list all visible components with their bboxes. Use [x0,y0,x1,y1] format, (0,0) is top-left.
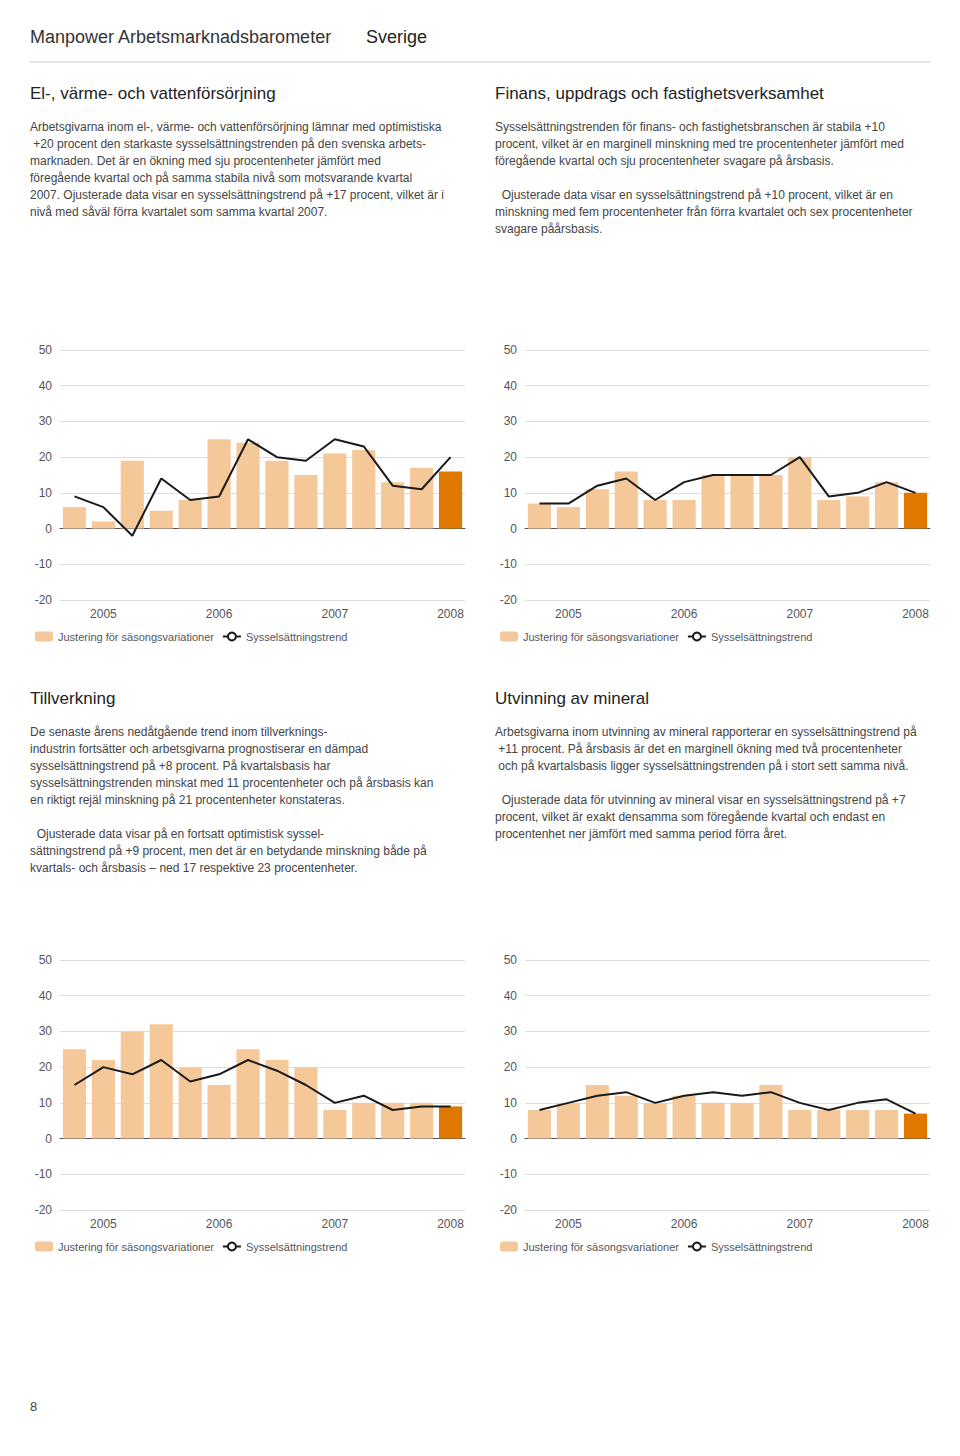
svg-text:2007. Ojusterade data visar en: 2007. Ojusterade data visar en sysselsät… [30,188,447,202]
svg-text:kvartals- och årsbasis – ned 1: kvartals- och årsbasis – ned 17 respekti… [30,861,358,875]
svg-text:procent, vilket är exakt densa: procent, vilket är exakt densamma som fö… [495,810,889,824]
svg-text:2006: 2006 [671,1217,698,1231]
svg-text:0: 0 [45,1132,52,1146]
svg-text:50: 50 [504,953,518,967]
svg-text:20: 20 [504,1060,518,1074]
svg-text:40: 40 [504,379,518,393]
svg-text:Tillverkning: Tillverkning [30,689,115,708]
svg-text:-20: -20 [35,1203,53,1217]
svg-text:föregående kvartal och på samm: föregående kvartal och på samma stabila … [30,171,416,185]
svg-text:20: 20 [39,1060,53,1074]
svg-text:Sysselsättningstrenden för fin: Sysselsättningstrenden för finans- och f… [495,120,888,134]
svg-text:Ojusterade data visar på en fo: Ojusterade data visar på en fortsatt opt… [30,827,324,841]
svg-text:-10: -10 [500,557,518,571]
svg-text:marknaden. Det är en ökning me: marknaden. Det är en ökning med sju proc… [30,154,384,168]
svg-text:0: 0 [45,522,52,536]
svg-text:Utvinning av mineral: Utvinning av mineral [495,689,649,708]
svg-text:50: 50 [39,953,53,967]
svg-text:30: 30 [39,414,53,428]
svg-text:2006: 2006 [671,607,698,621]
svg-text:Sysselsättningstrend: Sysselsättningstrend [711,631,813,643]
svg-text:Arbetsgivarna inom utvinning a: Arbetsgivarna inom utvinning av mineral … [495,725,917,739]
svg-text:40: 40 [39,989,53,1003]
svg-text:2005: 2005 [90,607,117,621]
svg-text:Ojusterade data visar en sysse: Ojusterade data visar en sysselsättnings… [495,188,896,202]
svg-text:procent, vilket är en marginel: procent, vilket är en marginell minsknin… [495,137,907,151]
svg-text:2007: 2007 [786,1217,813,1231]
svg-text:0: 0 [510,1132,517,1146]
svg-text:El-, värme- och vattenförsörjn: El-, värme- och vattenförsörjning [30,84,276,103]
svg-text:en riktigt rejäl minskning på: en riktigt rejäl minskning på 21 procent… [30,793,345,807]
svg-text:Sysselsättningstrend: Sysselsättningstrend [246,1241,348,1253]
svg-text:Justering för säsongsvariation: Justering för säsongsvariationer [523,1241,679,1253]
svg-text:nivå med såväl förra kvartalet: nivå med såväl förra kvartalet som samma… [30,205,327,219]
svg-text:30: 30 [39,1024,53,1038]
svg-text:2005: 2005 [90,1217,117,1231]
svg-text:-10: -10 [500,1167,518,1181]
svg-text:Justering för säsongsvariation: Justering för säsongsvariationer [523,631,679,643]
svg-text:2008: 2008 [902,607,929,621]
svg-text:-20: -20 [500,593,518,607]
svg-text:50: 50 [504,343,518,357]
svg-text:Justering för säsongsvariation: Justering för säsongsvariationer [58,631,214,643]
svg-text:20: 20 [39,450,53,464]
svg-text:-20: -20 [35,593,53,607]
svg-text:+11 procent. På årsbasis är de: +11 procent. På årsbasis är det en margi… [495,742,902,756]
svg-text:industrin fortsätter och arbet: industrin fortsätter och arbetsgivarna p… [30,742,372,756]
svg-text:minskning med fem procentenhet: minskning med fem procentenheter från fö… [495,205,916,219]
svg-text:svagare påårsbasis.: svagare påårsbasis. [495,222,602,236]
svg-text:Ojusterade data för utvinning: Ojusterade data för utvinning av mineral… [495,793,909,807]
svg-text:2008: 2008 [437,1217,464,1231]
svg-text:sysselsättningstrend på +8 pro: sysselsättningstrend på +8 procent. På k… [30,759,334,773]
svg-text:2005: 2005 [555,607,582,621]
svg-text:De senaste årens nedåtgående t: De senaste årens nedåtgående trend inom … [30,725,328,739]
svg-text:Sysselsättningstrend: Sysselsättningstrend [711,1241,813,1253]
svg-text:-10: -10 [35,1167,53,1181]
svg-text:sysselsättningstrenden minskat: sysselsättningstrenden minskat med 11 pr… [30,776,437,790]
svg-text:40: 40 [504,989,518,1003]
svg-text:2006: 2006 [206,1217,233,1231]
svg-text:Sverige: Sverige [366,27,427,47]
svg-text:Arbetsgivarna inom el-, värme-: Arbetsgivarna inom el-, värme- och vatte… [30,120,442,134]
svg-text:Justering för säsongsvariation: Justering för säsongsvariationer [58,1241,214,1253]
svg-text:-10: -10 [35,557,53,571]
svg-text:-20: -20 [500,1203,518,1217]
svg-text:2006: 2006 [206,607,233,621]
svg-text:+20 procent den starkaste syss: +20 procent den starkaste sysselsättning… [30,137,426,151]
svg-text:Manpower Arbetsmarknadsbaromet: Manpower Arbetsmarknadsbarometer [30,27,331,47]
svg-text:20: 20 [504,450,518,464]
svg-text:2007: 2007 [321,607,348,621]
svg-text:2008: 2008 [437,607,464,621]
svg-text:10: 10 [39,1096,53,1110]
svg-text:10: 10 [504,486,518,500]
svg-text:Finans, uppdrags och fastighet: Finans, uppdrags och fastighetsverksamhe… [495,84,824,103]
svg-text:Sysselsättningstrend: Sysselsättningstrend [246,631,348,643]
svg-text:2007: 2007 [321,1217,348,1231]
svg-text:50: 50 [39,343,53,357]
svg-text:2005: 2005 [555,1217,582,1231]
svg-text:sättningstrend på +9 procent,: sättningstrend på +9 procent, men det är… [30,844,430,858]
svg-text:40: 40 [39,379,53,393]
svg-text:0: 0 [510,522,517,536]
svg-text:30: 30 [504,1024,518,1038]
svg-text:2008: 2008 [902,1217,929,1231]
svg-text:8: 8 [30,1399,37,1414]
svg-text:och på kvartalsbasis ligger sy: och på kvartalsbasis ligger sysselsättni… [495,759,909,773]
svg-text:föregående kvartal och sju pro: föregående kvartal och sju procentenhete… [495,154,834,168]
svg-text:10: 10 [504,1096,518,1110]
svg-text:procentenhet ner jämfört med s: procentenhet ner jämfört med samma perio… [495,827,787,841]
svg-text:10: 10 [39,486,53,500]
svg-text:2007: 2007 [786,607,813,621]
svg-text:30: 30 [504,414,518,428]
